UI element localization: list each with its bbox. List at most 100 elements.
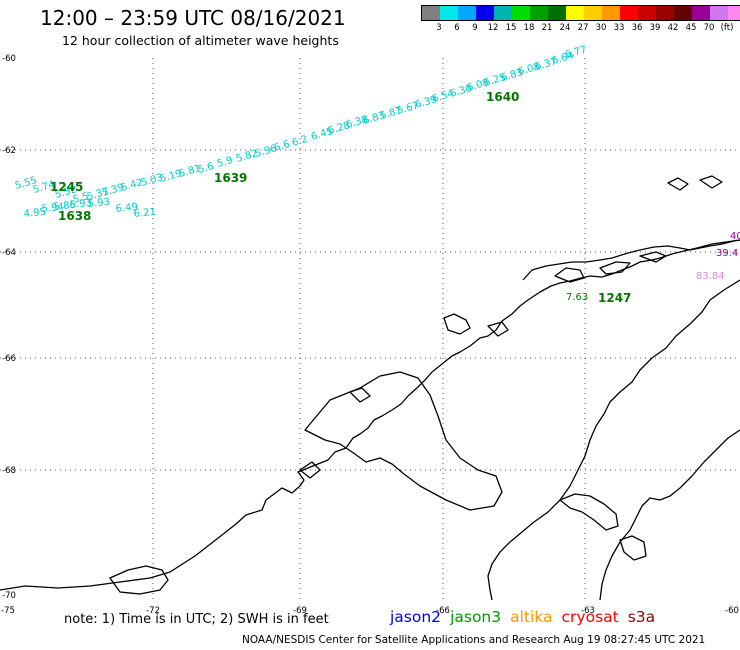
color-swatch bbox=[548, 6, 566, 20]
wave-height-label: 6.2 bbox=[291, 134, 309, 149]
longitude-label: -69 bbox=[293, 606, 307, 616]
island bbox=[299, 461, 321, 479]
pass-time-labels: 1245 1638 1639 1640 1247 bbox=[50, 90, 631, 305]
color-swatch bbox=[494, 6, 512, 20]
color-swatch bbox=[692, 6, 710, 20]
edge-observation-label: 40 bbox=[730, 231, 740, 242]
south-shetland-islands bbox=[522, 239, 740, 281]
map-subtitle: 12 hour collection of altimeter wave hei… bbox=[62, 33, 339, 48]
color-swatch bbox=[620, 6, 638, 20]
wave-height-label: 6.21 bbox=[133, 207, 156, 220]
color-scale-tick: 33 bbox=[613, 23, 625, 33]
color-swatch bbox=[584, 6, 602, 20]
island bbox=[554, 267, 585, 283]
latitude-label: -62 bbox=[2, 146, 16, 156]
color-swatch bbox=[458, 6, 476, 20]
wave-height-label: 6.49 bbox=[115, 202, 138, 215]
larsen-ice-shelf bbox=[599, 429, 740, 601]
color-scale-tick: 15 bbox=[505, 23, 517, 33]
island bbox=[487, 321, 509, 337]
altimeter-tracks: 4.955.945.865.935.93 6.496.215.555.745.52… bbox=[14, 44, 588, 220]
color-scale-ticks: 3 6 9 12 15 18 21 24 27 30 33 36 39 42 45 70 (ft) bbox=[421, 21, 740, 33]
pass-time-label: 1638 bbox=[58, 209, 91, 223]
mainland-east-coast bbox=[487, 279, 740, 601]
latitude-label: -64 bbox=[2, 248, 16, 258]
longitude-label: -75 bbox=[1, 606, 15, 616]
color-scale-tick: 27 bbox=[577, 23, 589, 33]
color-swatch bbox=[512, 6, 530, 20]
longitude-labels: -75 -72 -69 -66 -63 -60 bbox=[1, 606, 739, 616]
color-scale-tick: 6 bbox=[454, 23, 460, 33]
latitude-label: -66 bbox=[2, 354, 16, 364]
longitude-label: -63 bbox=[581, 606, 595, 616]
color-scale-tick: 70 bbox=[703, 23, 715, 33]
color-scale-swatches bbox=[421, 5, 740, 21]
color-swatch bbox=[710, 6, 728, 20]
island bbox=[667, 177, 689, 191]
color-scale-tick: 12 bbox=[487, 23, 499, 33]
color-scale-tick: 45 bbox=[685, 23, 697, 33]
wave-height-label: 5.86 bbox=[53, 200, 76, 213]
legend-altika: altika bbox=[510, 608, 553, 626]
latitude-label: -60 bbox=[2, 54, 16, 64]
color-scale-tick: 3 bbox=[436, 23, 442, 33]
alexander-island bbox=[304, 371, 503, 511]
legend-jason3: jason3 bbox=[450, 608, 502, 626]
color-scale-tick: (ft) bbox=[720, 23, 734, 33]
edge-observation-label: 7.63 bbox=[566, 292, 588, 303]
wave-height-label: 5.93 bbox=[87, 197, 110, 210]
edge-observation-labels: 40 39.4 83.84 7.63 bbox=[566, 231, 740, 303]
color-swatch bbox=[476, 6, 494, 20]
longitude-label: -72 bbox=[146, 606, 160, 616]
wave-height-label: 4.95 bbox=[23, 207, 46, 220]
wave-height-label: 5.94 bbox=[41, 202, 64, 215]
color-scale-legend: 3 6 9 12 15 18 21 24 27 30 33 36 39 42 45 70 (ft) bbox=[421, 5, 740, 33]
pass-time-label: 1640 bbox=[486, 90, 519, 104]
island bbox=[443, 313, 471, 335]
satellite-legend: jason2 jason3 altika cryosat s3a bbox=[390, 608, 664, 626]
latitude-label: -70 bbox=[2, 591, 16, 601]
edge-observation-label: 39.4 bbox=[716, 248, 738, 259]
island bbox=[599, 261, 631, 275]
color-scale-tick: 30 bbox=[595, 23, 607, 33]
wave-height-label: 6.6 bbox=[273, 139, 291, 154]
wave-height-label: 5.5 bbox=[72, 191, 90, 206]
pass-time-label: 1639 bbox=[214, 171, 247, 185]
ice-shelf-inlet bbox=[559, 493, 619, 531]
color-scale-tick: 24 bbox=[559, 23, 571, 33]
wave-height-label: 5.6 bbox=[197, 161, 215, 176]
island bbox=[699, 175, 723, 189]
color-swatch bbox=[656, 6, 674, 20]
color-swatch bbox=[638, 6, 656, 20]
map-title: 12:00 – 23:59 UTC 08/16/2021 bbox=[40, 6, 346, 30]
pass-time-label: 1245 bbox=[50, 180, 83, 194]
color-scale-tick: 9 bbox=[472, 23, 478, 33]
color-scale-tick: 18 bbox=[523, 23, 535, 33]
credit-line: NOAA/NESDIS Center for Satellite Applica… bbox=[242, 634, 706, 646]
pass-time-label: 1247 bbox=[598, 291, 631, 305]
color-swatch bbox=[440, 6, 458, 20]
color-swatch bbox=[422, 6, 440, 20]
color-swatch bbox=[566, 6, 584, 20]
island bbox=[639, 251, 667, 263]
color-scale-tick: 39 bbox=[649, 23, 661, 33]
coastline bbox=[0, 175, 740, 601]
george-vi-sound bbox=[109, 565, 169, 595]
color-scale-tick: 21 bbox=[541, 23, 553, 33]
longitude-label: -66 bbox=[436, 606, 450, 616]
color-swatch bbox=[602, 6, 620, 20]
legend-cryosat: cryosat bbox=[561, 608, 619, 626]
wave-height-label: 5.9 bbox=[216, 155, 234, 170]
color-swatch bbox=[530, 6, 548, 20]
color-swatch bbox=[728, 6, 740, 20]
ice-shelf-inlet bbox=[619, 535, 647, 561]
edge-observation-label: 83.84 bbox=[696, 271, 725, 282]
graticule bbox=[0, 58, 740, 600]
latitude-label: -68 bbox=[2, 466, 16, 476]
note-text: note: 1) Time is in UTC; 2) SWH is in fe… bbox=[64, 612, 329, 627]
color-scale-tick: 36 bbox=[631, 23, 643, 33]
wave-height-label: 5.93 bbox=[69, 198, 92, 211]
color-scale-tick: 42 bbox=[667, 23, 679, 33]
legend-jason2: jason2 bbox=[390, 608, 442, 626]
